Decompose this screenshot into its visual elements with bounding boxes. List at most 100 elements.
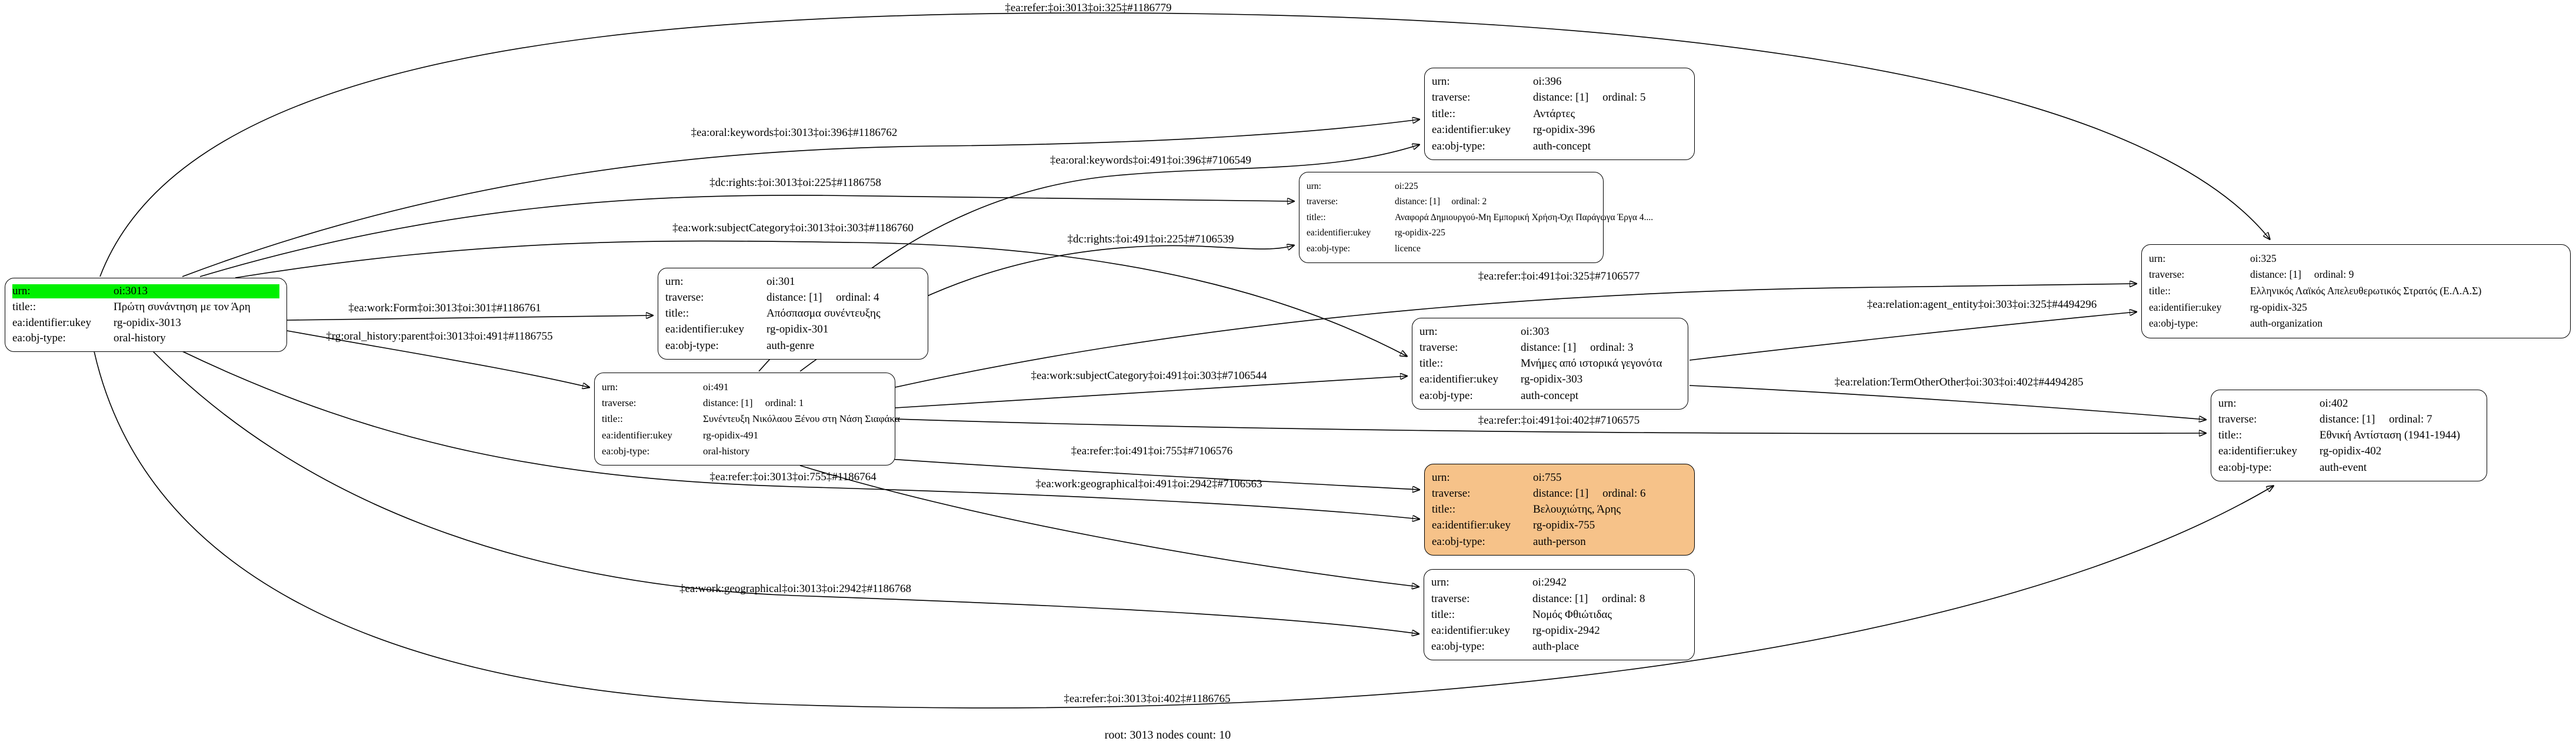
field-value: distance: [1] ordinal: 1 (703, 397, 804, 409)
field-value: auth-concept (1533, 139, 1591, 152)
field-value: oral-history (703, 445, 750, 457)
record-row: title:: Ελληνικός Λαϊκός Απελευθερωτικός … (2149, 285, 2563, 298)
field-value: distance: [1] ordinal: 9 (2250, 268, 2354, 281)
field-key: title:: (2218, 429, 2242, 442)
record-row: ea:obj-type: auth-organization (2149, 317, 2563, 330)
record-row: title:: Μνήμες από ιστορικά γεγονότα (1419, 357, 1681, 371)
field-value: distance: [1] ordinal: 8 (1532, 592, 1645, 605)
field-key: ea:identifier:ukey (2218, 445, 2297, 458)
record-row: urn: oi:396 (1432, 75, 1687, 89)
record-row: traverse: distance: [1] ordinal: 3 (1419, 341, 1681, 355)
record-row: title:: Βελουχιώτης, Άρης (1432, 503, 1687, 517)
record-row: urn: oi:402 (2218, 397, 2480, 411)
record-row: title:: Πρώτη συνάντηση με τον Άρη (12, 300, 279, 314)
field-value: rg-opidix-402 (2320, 445, 2382, 458)
edge-refer-491-325 (895, 284, 2136, 388)
field-key: title:: (665, 307, 689, 320)
record-row: ea:obj-type: auth-concept (1419, 389, 1681, 403)
edge-label: ‡ea:refer:‡oi:491‡oi:402‡#7106575 (1478, 414, 1640, 427)
field-key: urn: (602, 381, 618, 393)
field-value: oi:2942 (1532, 576, 1567, 589)
field-key: ea:obj-type: (2149, 317, 2198, 330)
edge-refer-3013-325 (99, 12, 2270, 277)
field-value: auth-organization (2250, 317, 2323, 330)
record-row: traverse: distance: [1] ordinal: 5 (1432, 91, 1687, 105)
field-key: ea:obj-type: (1419, 389, 1473, 402)
edge-label: ‡ea:work:geographical‡oi:491‡oi:2942‡#71… (1035, 478, 1262, 490)
node-oi-396[interactable]: urn: oi:396 traverse: distance: [1] ordinal… (1424, 68, 1695, 160)
record-row: ea:obj-type: auth-place (1431, 640, 1687, 654)
field-key: ea:identifier:ukey (665, 323, 744, 336)
field-value: Εθνική Αντίσταση (1941-1944) (2320, 429, 2461, 442)
record-row: title:: Αντάρτες (1432, 107, 1687, 121)
edge-keywords-3013-396 (182, 119, 1419, 277)
edge-label: ‡ea:relation:TermOtherOther‡oi:303‡oi:40… (1834, 376, 2084, 388)
node-oi-2942[interactable]: urn: oi:2942 traverse: distance: [1] ordina… (1424, 569, 1695, 660)
field-value: auth-genre (767, 339, 815, 352)
field-value: Αντάρτες (1533, 107, 1575, 120)
field-key: ea:obj-type: (1432, 535, 1485, 548)
field-key: title:: (1431, 608, 1455, 621)
node-oi-755[interactable]: urn: oi:755 traverse: distance: [1] ordinal… (1424, 464, 1695, 556)
record-row: urn: oi:301 (665, 275, 921, 289)
field-value: Συνέντευξη Νικόλαου Ξένου στη Νάση Σιαφά… (703, 413, 900, 425)
field-key: ea:identifier:ukey (1307, 228, 1371, 238)
node-oi-303[interactable]: urn: oi:303 traverse: distance: [1] ordinal… (1412, 318, 1688, 410)
record-row: urn: oi:491 (602, 381, 888, 393)
field-value: oi:303 (1521, 325, 1549, 338)
record-row: ea:identifier:ukey rg-opidix-402 (2218, 444, 2480, 458)
field-key: title:: (602, 413, 623, 425)
node-oi-402[interactable]: urn: oi:402 traverse: distance: [1] ordinal… (2211, 390, 2487, 481)
field-value: oi:3013 (114, 285, 148, 297)
edge-label: ‡ea:oral:keywords‡oi:491‡oi:396‡#7106549 (1050, 154, 1251, 167)
record-row: ea:identifier:ukey rg-opidix-303 (1419, 373, 1681, 387)
field-key: traverse: (1419, 341, 1458, 354)
field-value: oi:491 (703, 381, 729, 393)
record-row: ea:identifier:ukey rg-opidix-225 (1307, 227, 1596, 238)
field-key: urn: (665, 275, 684, 288)
record-row: title:: Νομός Φθιώτιδας (1431, 608, 1687, 622)
record-row: ea:obj-type: auth-genre (665, 339, 921, 353)
node-oi-491[interactable]: urn: oi:491 traverse: distance: [1] ordinal… (594, 373, 900, 466)
record-row: ea:identifier:ukey rg-opidix-3013 (12, 316, 279, 330)
field-key: ea:identifier:ukey (1432, 519, 1511, 532)
field-key: ea:obj-type: (1307, 243, 1351, 254)
field-key: title:: (1307, 212, 1326, 222)
record-row: ea:obj-type: auth-person (1432, 535, 1687, 549)
edge-label: ‡ea:refer:‡oi:3013‡oi:755‡#1186764 (709, 471, 877, 483)
field-key: ea:obj-type: (665, 339, 719, 352)
record-row: ea:obj-type: oral-history (602, 445, 888, 457)
field-key: title:: (1432, 503, 1456, 516)
field-value: distance: [1] ordinal: 3 (1521, 341, 1634, 354)
field-value: rg-opidix-225 (1395, 228, 1445, 238)
edge-label: ‡dc:rights:‡oi:3013‡oi:225‡#1186758 (709, 177, 881, 189)
field-key: traverse: (602, 397, 636, 409)
field-key: urn: (1419, 325, 1438, 338)
field-value: distance: [1] ordinal: 6 (1533, 487, 1646, 500)
node-oi-225[interactable]: urn: oi:225 traverse: distance: [1] ordinal… (1299, 172, 1653, 263)
record-row: traverse: distance: [1] ordinal: 6 (1432, 487, 1687, 501)
field-value: Απόσπασμα συνέντευξης (767, 307, 881, 320)
node-oi-325[interactable]: urn: oi:325 traverse: distance: [1] ordinal… (2141, 244, 2571, 338)
edge-refer-491-402 (895, 418, 2205, 434)
field-value: rg-opidix-303 (1521, 373, 1583, 386)
field-value: oi:402 (2320, 397, 2348, 410)
record-row: urn: oi:3013 (12, 284, 279, 298)
field-key: ea:obj-type: (1432, 139, 1485, 152)
field-key: urn: (2218, 397, 2237, 410)
field-value: auth-person (1533, 535, 1586, 548)
edge-label: ‡ea:refer:‡oi:491‡oi:755‡#7106576 (1071, 445, 1233, 457)
field-value: Βελουχιώτης, Άρης (1533, 503, 1621, 516)
edge-label: ‡dc:rights:‡oi:491‡oi:225‡#7106539 (1067, 233, 1234, 245)
field-key: title:: (1432, 107, 1456, 120)
field-value: distance: [1] ordinal: 7 (2320, 413, 2432, 425)
edge-geographical-491-2942 (799, 465, 1418, 587)
edge-label: ‡ea:oral:keywords‡oi:3013‡oi:396‡#118676… (691, 127, 898, 139)
field-key: ea:obj-type: (12, 332, 66, 345)
edge-refer-491-755 (889, 458, 1419, 490)
record-row: ea:identifier:ukey rg-opidix-755 (1432, 518, 1687, 533)
node-oi-301[interactable]: urn: oi:301 traverse: distance: [1] ordinal… (658, 268, 928, 360)
field-key: traverse: (2218, 413, 2257, 425)
